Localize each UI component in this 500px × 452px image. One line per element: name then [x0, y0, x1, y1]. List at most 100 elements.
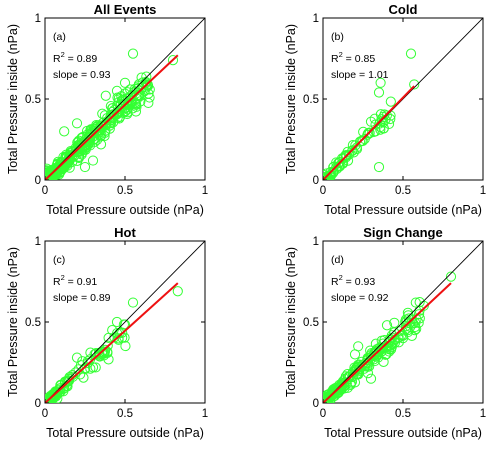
y-tick-label: 1 [313, 236, 319, 248]
y-tick-label: 0.5 [25, 94, 41, 106]
scatter-point [386, 341, 397, 353]
r-squared-value: = 0.93 [343, 276, 376, 288]
scatter-point [142, 80, 153, 91]
scatter-point [409, 79, 420, 90]
scatter-point [63, 376, 74, 387]
scatter-point [363, 128, 374, 139]
slope-annotation: slope = 0.92 [331, 292, 389, 304]
scatter-point [50, 387, 61, 398]
r-squared-annotation: R2 = 0.89 [53, 50, 97, 65]
scatter-point [359, 133, 370, 145]
scatter-point [365, 373, 377, 384]
scatter-point [111, 316, 123, 328]
data-layer [323, 18, 483, 180]
scatter-point [95, 139, 107, 150]
y-tick-label: 1 [35, 236, 41, 248]
fit-line [45, 54, 179, 180]
scatter-point [323, 171, 333, 180]
scatter-point [371, 349, 382, 361]
r-symbol: R [53, 53, 61, 65]
scatter-point [119, 332, 130, 343]
scatter-point [127, 297, 139, 308]
scatter-point [122, 108, 133, 120]
reference-line [45, 18, 205, 180]
scatter-point [64, 151, 75, 163]
scatter-point [410, 317, 421, 329]
scatter-point [91, 123, 102, 134]
scatter-point [56, 161, 67, 172]
scatter-point [85, 363, 96, 374]
x-tick-label: 0 [42, 408, 48, 420]
scatter-point [111, 85, 123, 97]
scatter-point [120, 340, 131, 352]
scatter-point [365, 116, 377, 127]
scatter-point [94, 349, 105, 360]
x-tick-label: 0 [42, 185, 48, 197]
panel-3: 00 0.5 0.5 1 1 Hot Total Pressure outside (nPa… [6, 225, 208, 440]
y-tick-label: 1 [313, 13, 319, 25]
fit-line [323, 282, 452, 403]
r-squared-value: = 0.89 [65, 53, 98, 65]
r-symbol: R [331, 276, 339, 288]
scatter-point [385, 96, 396, 107]
scatter-point [405, 48, 417, 59]
scatter-point [363, 358, 374, 369]
scatter-point [95, 120, 106, 131]
r-squared-annotation: R2 = 0.93 [331, 273, 375, 288]
scatter-point [87, 155, 99, 166]
scatter-point [99, 130, 110, 142]
slope-annotation: slope = 0.93 [53, 69, 111, 81]
scatter-point [389, 317, 400, 328]
y-tick-label: 0.5 [25, 317, 41, 329]
x-axis-label: Total Pressure outside (nPa) [324, 203, 482, 217]
panel-title: Cold [389, 2, 418, 17]
r-squared-value: = 0.85 [343, 53, 376, 65]
panel-label: (c) [53, 254, 65, 266]
y-tick-label: 0 [35, 175, 41, 187]
r-squared-annotation: R2 = 0.91 [53, 273, 97, 288]
panel-title: All Events [94, 2, 157, 17]
scatter-point [167, 55, 179, 66]
scatter-point [329, 384, 340, 395]
r-symbol: R [53, 276, 61, 288]
x-tick-label: 0.5 [395, 185, 411, 197]
scatter-point [345, 378, 357, 389]
x-tick-label: 1 [480, 408, 486, 420]
y-axis-label: Total Pressure inside (nPa) [284, 247, 298, 397]
r-superscript: 2 [339, 273, 343, 282]
reference-line [323, 241, 483, 403]
scatter-point [120, 105, 131, 117]
slope-annotation: slope = 1.01 [331, 69, 389, 81]
scatter-point [370, 338, 381, 349]
x-tick-label: 1 [480, 185, 486, 197]
slope-annotation: slope = 0.89 [53, 292, 111, 304]
x-axis-label: Total Pressure outside (nPa) [324, 426, 482, 440]
scatter-point [80, 362, 91, 374]
panel-title: Hot [114, 225, 136, 240]
scatter-point [45, 171, 52, 180]
scatter-point [376, 116, 387, 127]
x-tick-label: 0 [320, 408, 326, 420]
y-axis-label: Total Pressure inside (nPa) [6, 247, 20, 397]
x-tick-label: 0 [320, 185, 326, 197]
scatter-point [118, 319, 130, 330]
scatter-point [78, 372, 89, 383]
data-layer [45, 241, 205, 403]
scatter-point [323, 168, 332, 179]
scatter-point [323, 172, 331, 180]
y-tick-label: 0.5 [303, 317, 319, 329]
scatter-point [87, 362, 99, 373]
scatter-point [172, 286, 183, 297]
r-superscript: 2 [339, 50, 343, 59]
scatter-point [45, 169, 55, 180]
panel-4: 00 0.5 0.5 1 1 Sign Change Total Pressure outs… [284, 225, 486, 440]
scatter-point [445, 271, 457, 282]
r-squared-value: = 0.91 [65, 276, 98, 288]
scatter-point [360, 358, 371, 369]
x-tick-label: 1 [202, 185, 208, 197]
y-tick-label: 1 [35, 13, 41, 25]
r-superscript: 2 [61, 273, 65, 282]
scatter-point [375, 77, 386, 88]
scatter-point [369, 113, 380, 124]
